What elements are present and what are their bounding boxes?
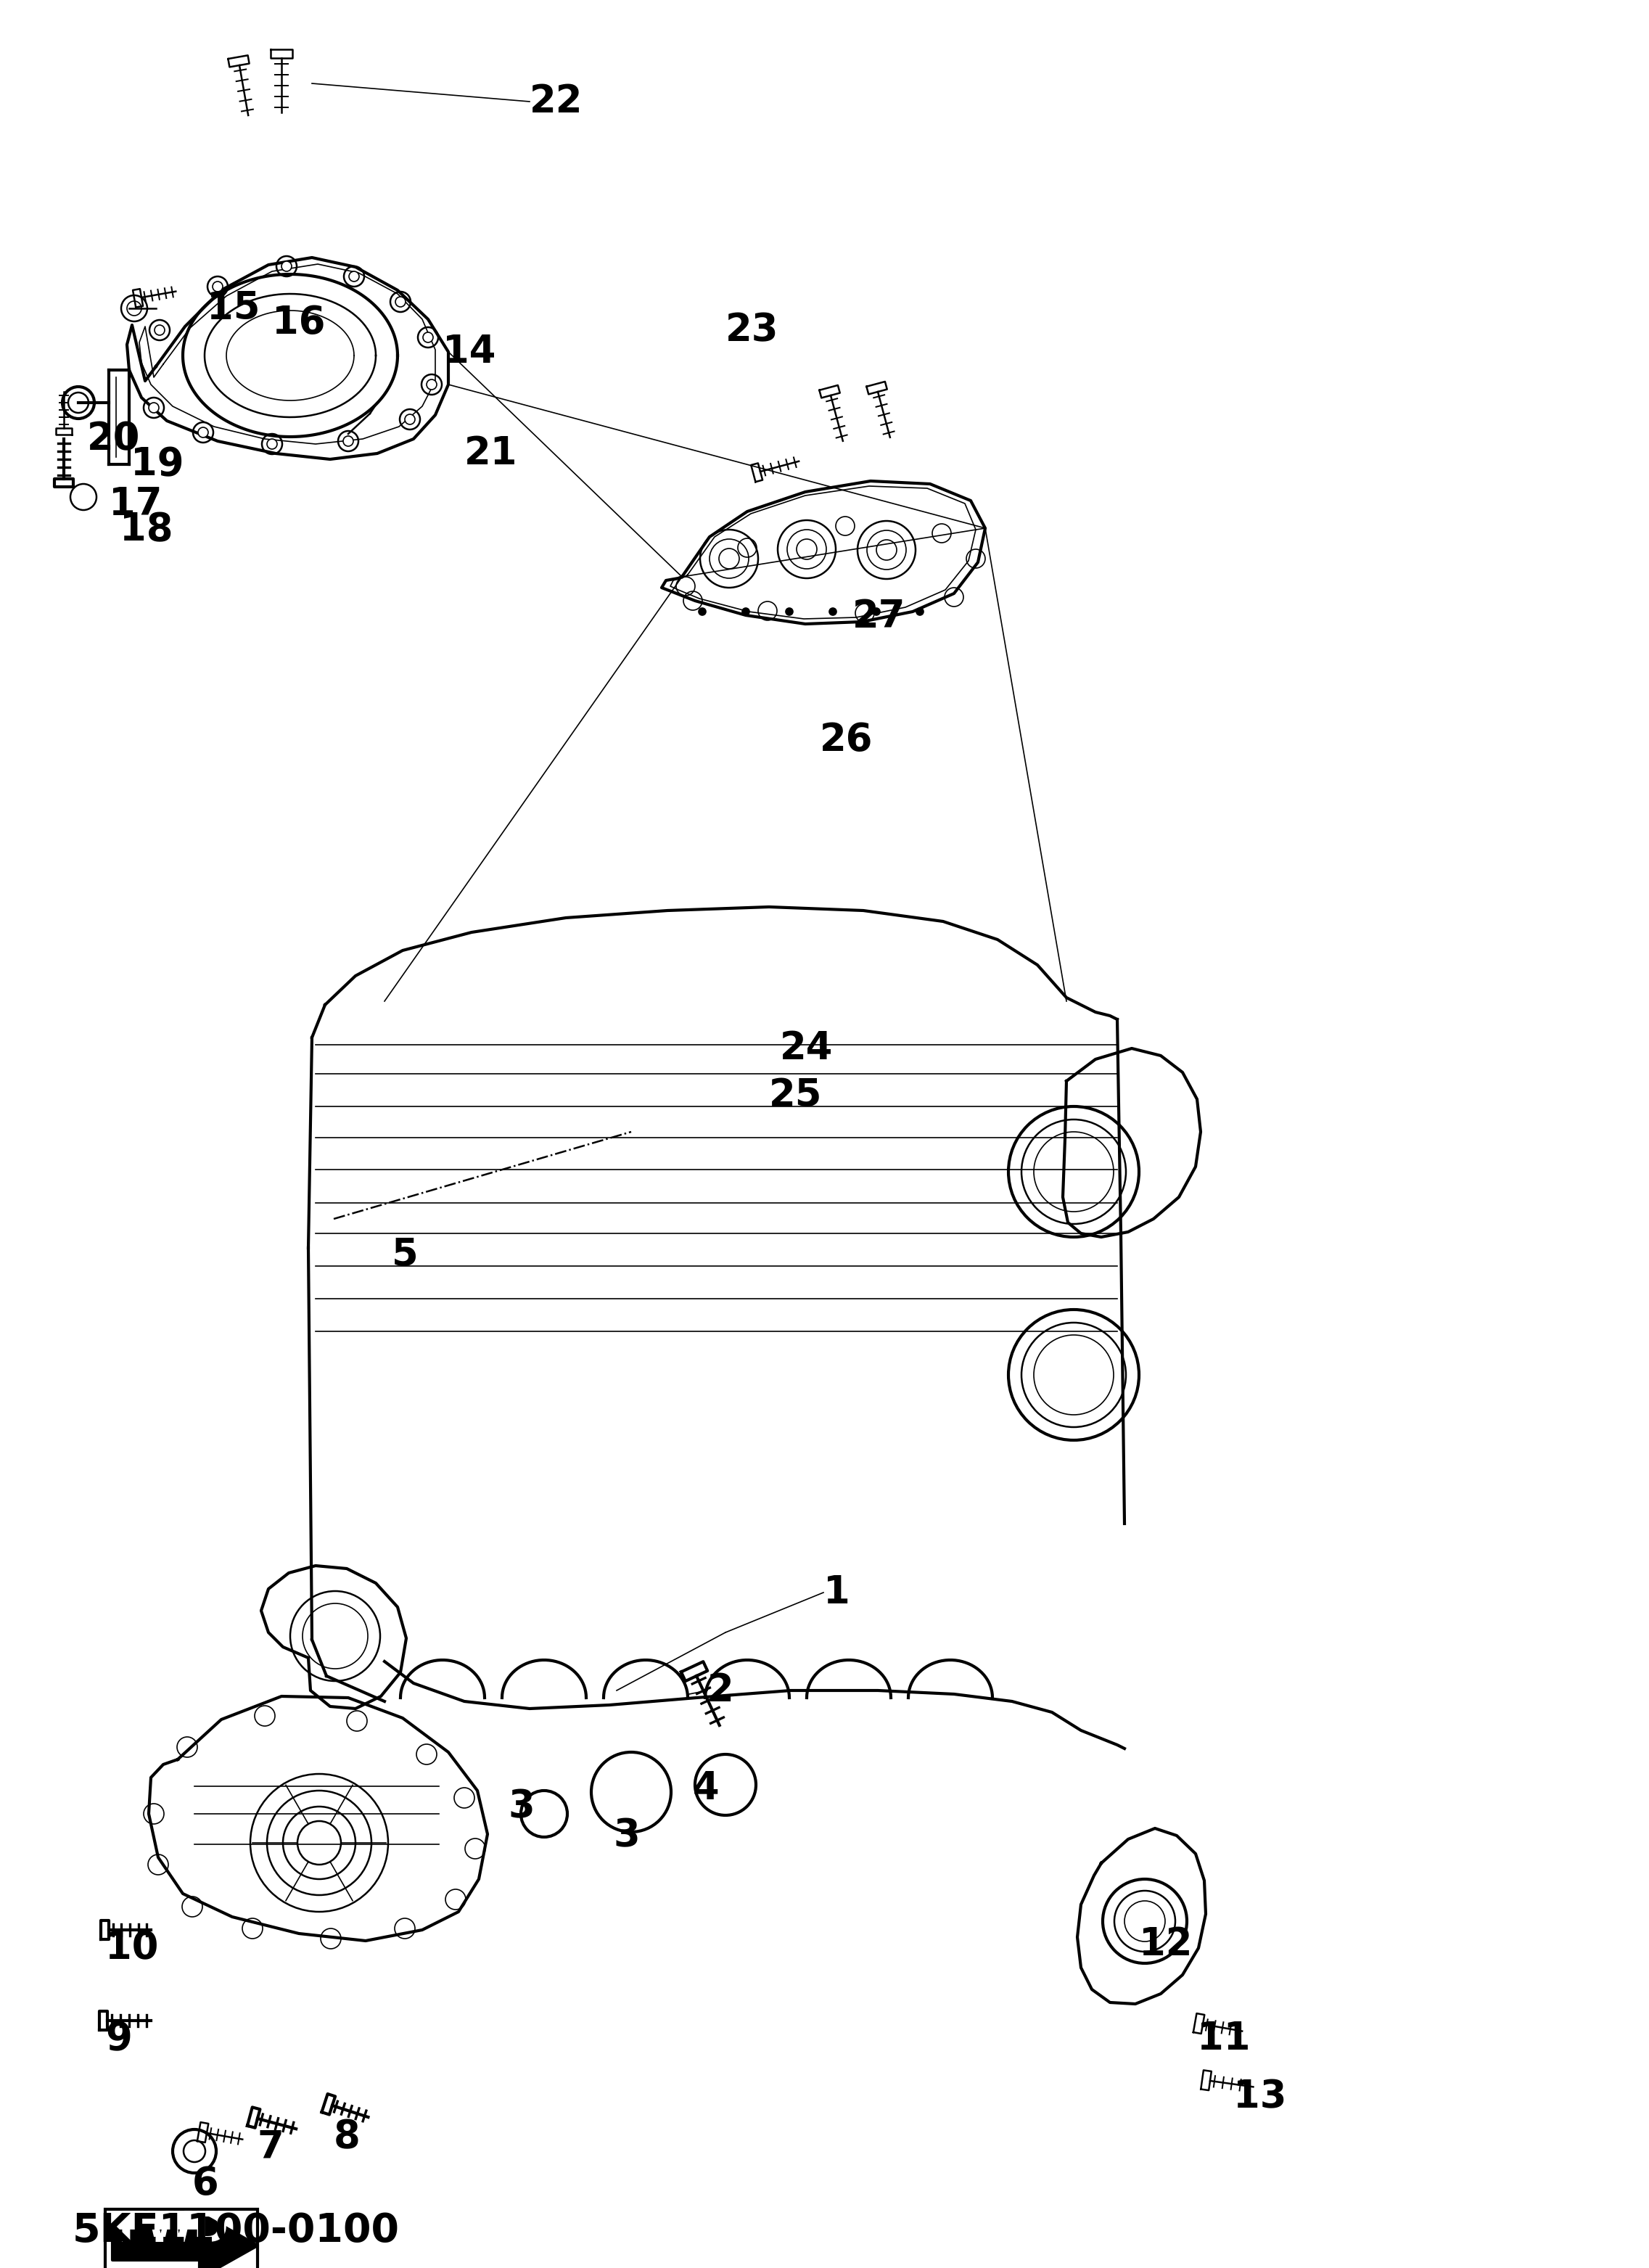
Text: 14: 14 bbox=[442, 333, 496, 370]
Polygon shape bbox=[112, 2214, 257, 2268]
Text: 2: 2 bbox=[707, 1672, 734, 1710]
Text: 5KE1100-0100: 5KE1100-0100 bbox=[73, 2211, 399, 2250]
Text: 15: 15 bbox=[206, 290, 261, 327]
Text: 24: 24 bbox=[780, 1030, 833, 1068]
Text: 5: 5 bbox=[392, 1236, 419, 1275]
Text: 22: 22 bbox=[529, 82, 582, 120]
Text: 11: 11 bbox=[1197, 2021, 1250, 2057]
Text: 7: 7 bbox=[257, 2130, 284, 2166]
Circle shape bbox=[699, 608, 706, 615]
Text: 20: 20 bbox=[87, 420, 140, 458]
Circle shape bbox=[422, 333, 434, 342]
Circle shape bbox=[872, 608, 881, 615]
Circle shape bbox=[350, 272, 359, 281]
Text: 26: 26 bbox=[820, 721, 872, 760]
Circle shape bbox=[396, 297, 406, 306]
Text: 16: 16 bbox=[272, 304, 325, 342]
Circle shape bbox=[404, 415, 416, 424]
Circle shape bbox=[213, 281, 223, 293]
Circle shape bbox=[148, 404, 158, 413]
Text: 3: 3 bbox=[508, 1787, 534, 1826]
Text: 18: 18 bbox=[120, 510, 173, 549]
Circle shape bbox=[427, 379, 437, 390]
Text: 9: 9 bbox=[106, 2021, 132, 2057]
Text: 17: 17 bbox=[109, 485, 162, 524]
Text: 25: 25 bbox=[768, 1077, 823, 1114]
Circle shape bbox=[267, 440, 277, 449]
Text: 10: 10 bbox=[106, 1930, 158, 1966]
Text: FWD: FWD bbox=[119, 2209, 229, 2250]
Text: 21: 21 bbox=[465, 435, 518, 472]
Text: 12: 12 bbox=[1139, 1926, 1192, 1964]
Circle shape bbox=[917, 608, 923, 615]
Circle shape bbox=[155, 324, 165, 336]
Text: 8: 8 bbox=[333, 2118, 361, 2155]
Text: 13: 13 bbox=[1233, 2077, 1286, 2116]
Text: 1: 1 bbox=[823, 1574, 851, 1610]
Text: 3: 3 bbox=[613, 1817, 640, 1855]
Text: 23: 23 bbox=[726, 311, 778, 349]
Circle shape bbox=[829, 608, 836, 615]
Circle shape bbox=[785, 608, 793, 615]
Text: 4: 4 bbox=[693, 1769, 719, 1808]
Text: 19: 19 bbox=[130, 445, 185, 483]
Circle shape bbox=[343, 435, 353, 447]
Circle shape bbox=[198, 426, 208, 438]
Circle shape bbox=[742, 608, 749, 615]
Text: 27: 27 bbox=[853, 599, 905, 635]
Circle shape bbox=[282, 261, 292, 272]
Text: 6: 6 bbox=[193, 2166, 219, 2202]
